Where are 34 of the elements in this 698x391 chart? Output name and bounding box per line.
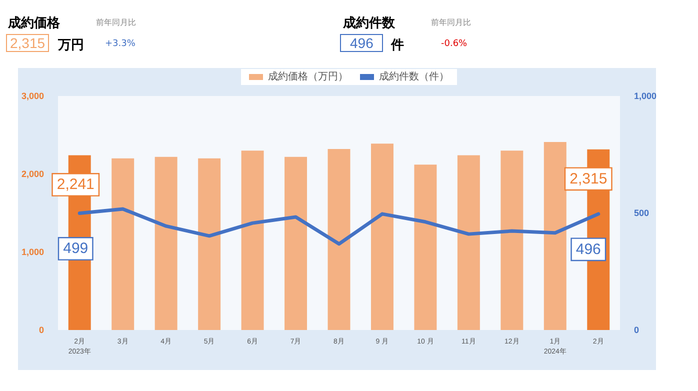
data-label: 496 [576,240,601,258]
bar [284,156,308,330]
y-tick-label: 1,000 [21,247,44,257]
bar [500,150,524,330]
y-tick-label: 2,000 [21,169,44,179]
y2-tick-label: 0 [634,325,640,335]
text: 成約価格 [8,15,60,32]
y-tick-label: 3,000 [21,91,44,101]
text: 前年同月比 [96,17,136,28]
bar [198,158,221,330]
data-label: 499 [63,240,88,258]
y-tick-label: 0 [38,325,44,335]
legend-label: 成約件数（件） [379,70,449,82]
text: 成約件数 [343,15,395,32]
bar [328,149,350,330]
bar [457,155,480,330]
bar [370,144,394,330]
text: 前年同月比 [431,17,471,28]
bar [154,156,178,330]
bar [112,158,134,330]
text: 万円 [58,37,84,54]
text: -0.6% [441,39,468,49]
legend-label: 成約価格（万円） [268,70,348,82]
text: +3.3% [105,39,136,49]
y2-tick-label: 1,000 [634,91,657,101]
data-label: 2,241 [56,176,94,194]
text: 2,315 [6,34,50,52]
bar [414,164,437,330]
text: 件 [391,37,404,54]
y2-tick-label: 500 [634,208,650,218]
text: 496 [340,34,384,52]
bar [544,142,566,330]
bar [241,150,264,330]
data-label: 2,315 [570,170,608,188]
